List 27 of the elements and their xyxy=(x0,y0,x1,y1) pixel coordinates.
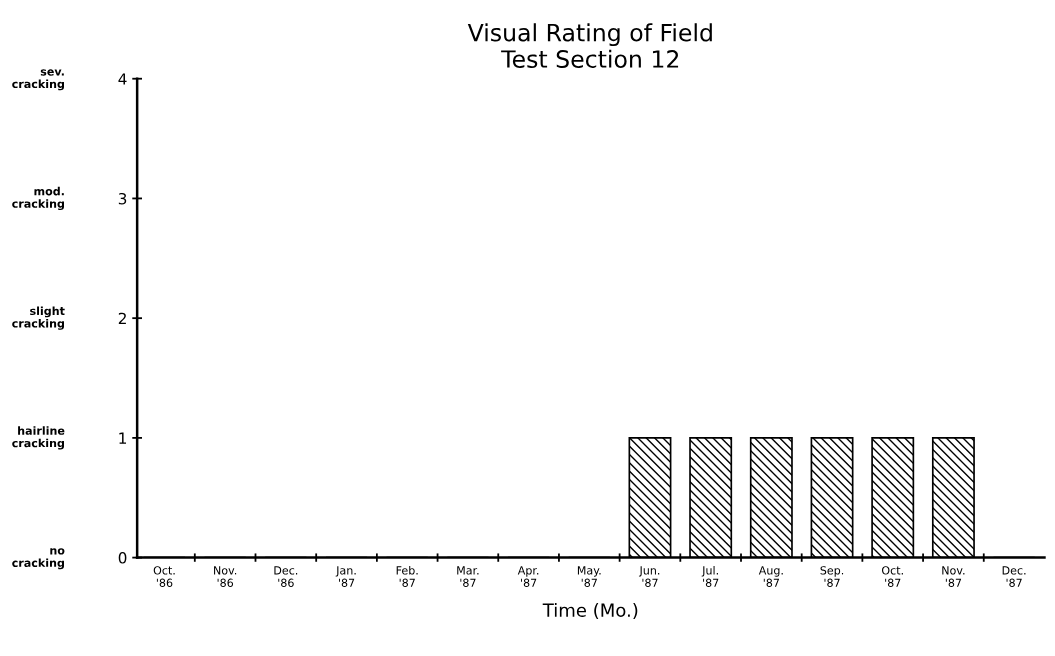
x-tick-label: Nov. '87 xyxy=(942,566,965,587)
x-tick-label: Jul. '87 xyxy=(701,565,719,587)
x-tick-label: Oct. '86 xyxy=(153,566,175,587)
y-tick-label: 2 xyxy=(118,312,126,324)
text: no cracking xyxy=(12,548,65,570)
x-tick-label: Nov. '86 xyxy=(214,566,237,587)
x-tick-label: Feb. '87 xyxy=(396,565,418,587)
x-tick-label: Sep. '87 xyxy=(820,566,844,587)
text: mod. cracking xyxy=(12,186,64,211)
y-tick-label: 1 xyxy=(119,432,127,444)
text: hairline cracking xyxy=(12,426,65,450)
y-tick-label: 4 xyxy=(118,73,127,85)
x-axis-title: Time (Mo.) xyxy=(542,603,638,620)
x-tick-label: Oct. '87 xyxy=(881,566,903,587)
y-tick-label: 0 xyxy=(118,552,127,564)
x-tick-label: Jun. '87 xyxy=(638,566,660,587)
text: slight cracking xyxy=(12,306,65,330)
x-tick-label: Dec. '86 xyxy=(274,566,298,587)
x-tick-label: Dec. '87 xyxy=(1002,566,1026,587)
x-tick-label: Aug. '87 xyxy=(758,566,783,587)
text: sev. cracking xyxy=(12,69,64,91)
x-tick-label: Apr. '87 xyxy=(517,566,539,587)
x-tick-label: May. '87 xyxy=(577,566,601,587)
x-tick-label: Mar. '87 xyxy=(457,566,479,587)
y-tick-label: 3 xyxy=(118,192,127,205)
x-tick-label: Jan. '87 xyxy=(335,566,356,587)
chart-title: Visual Rating of Field Test Section 12 xyxy=(467,23,712,68)
